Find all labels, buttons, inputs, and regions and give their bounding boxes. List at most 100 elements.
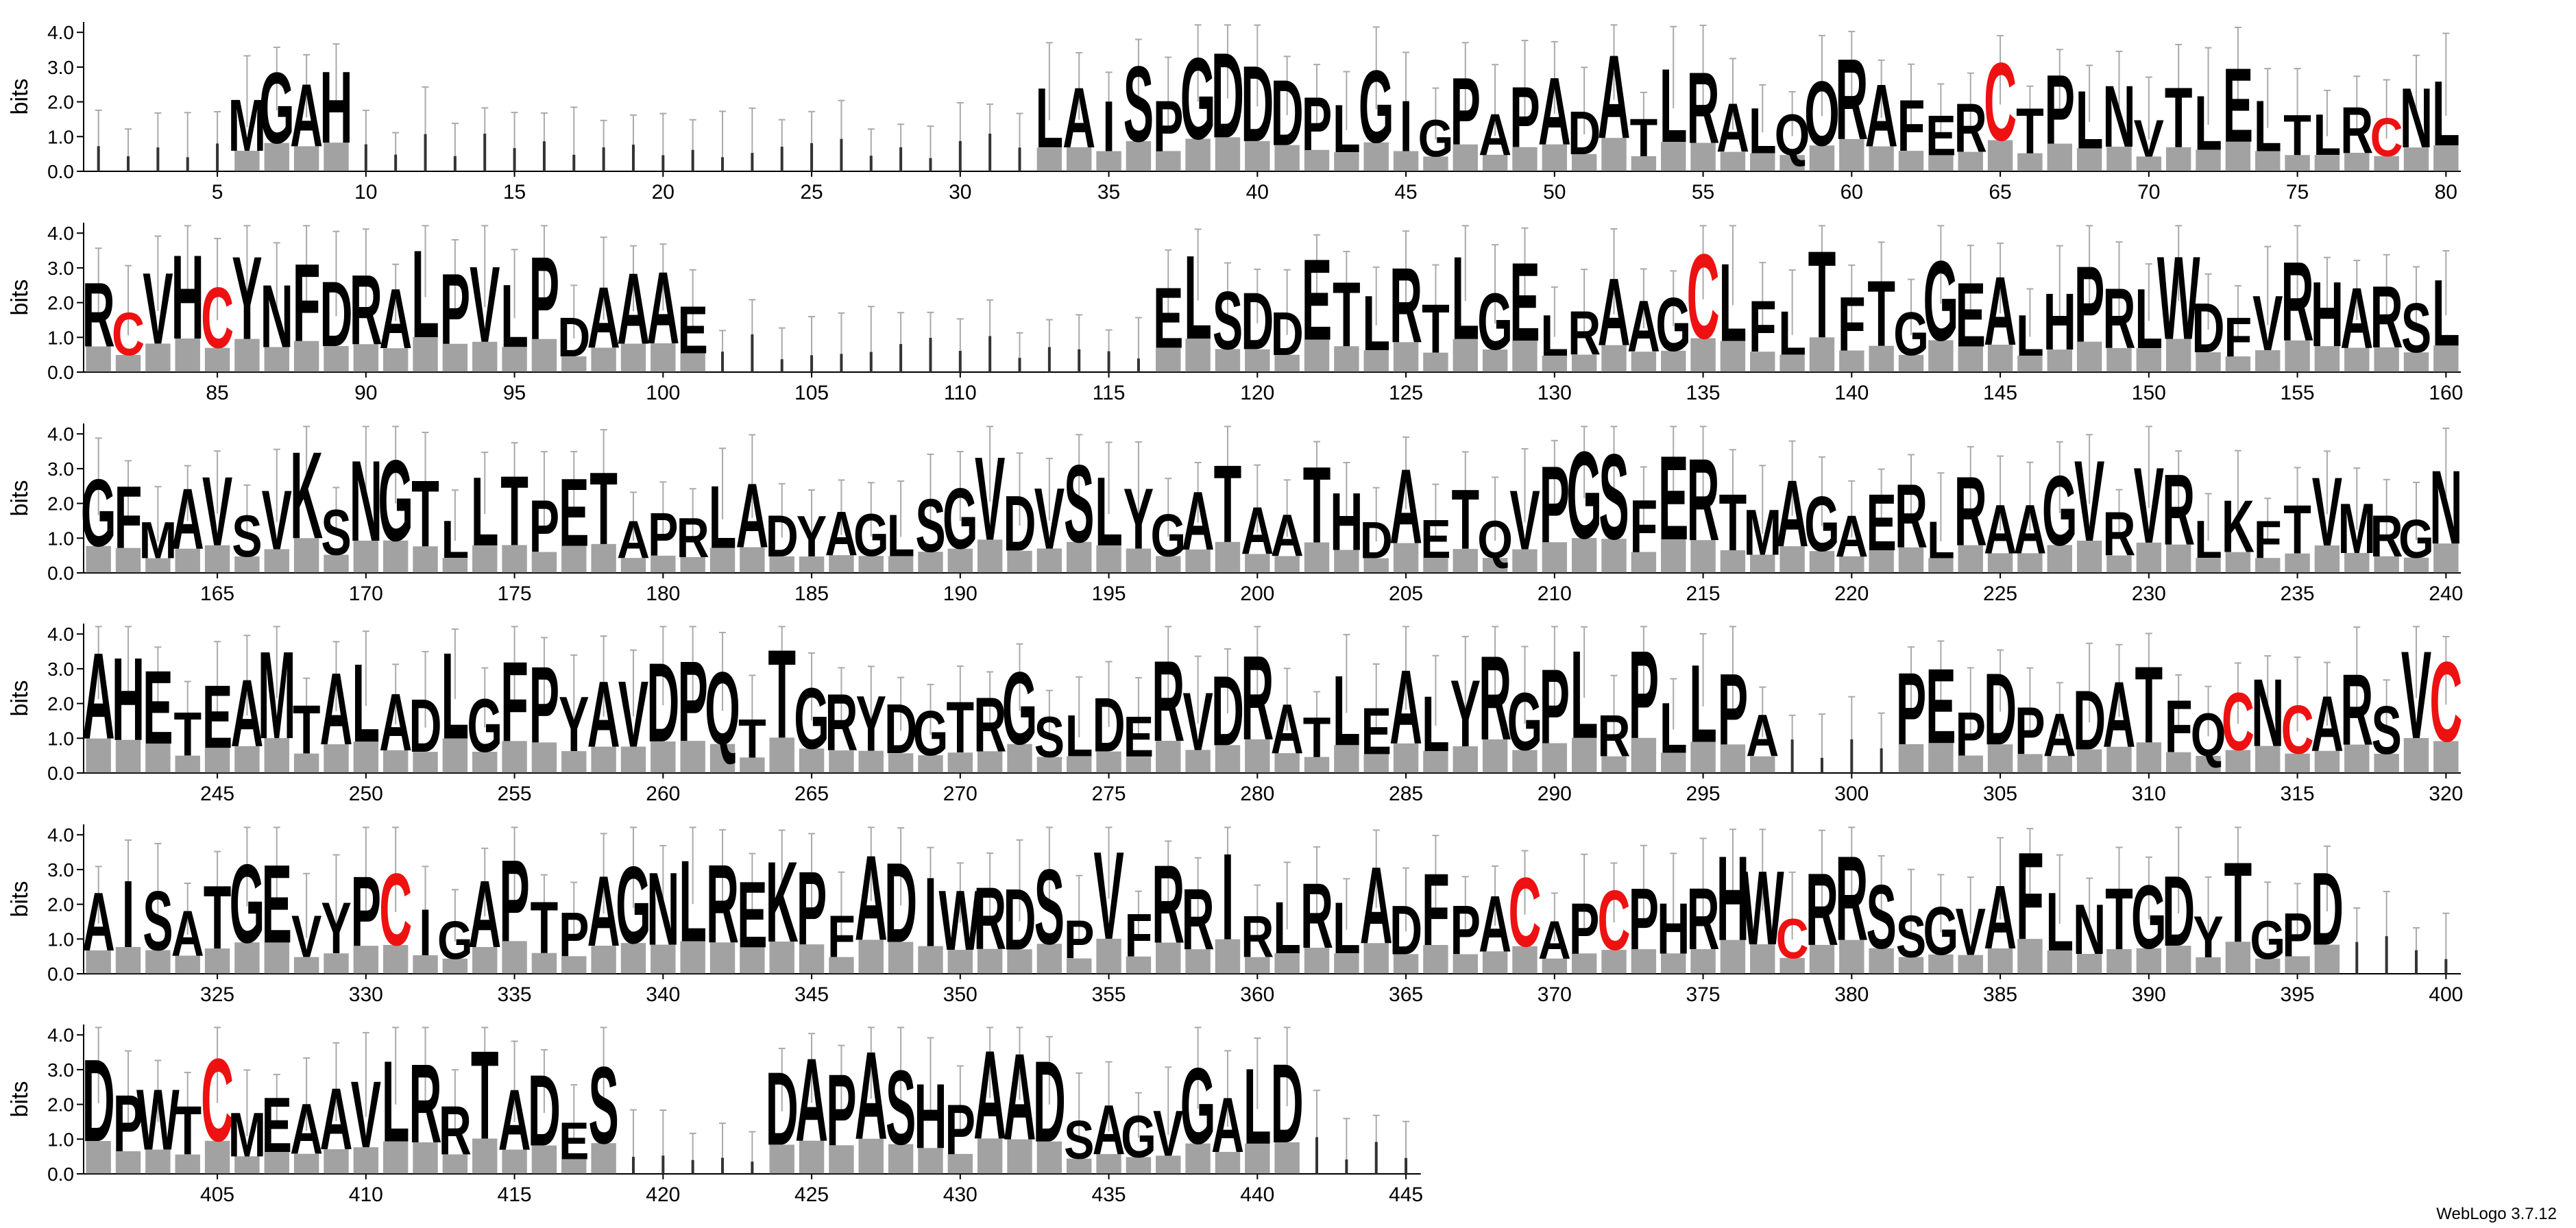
residue-glyph: A bbox=[1984, 256, 2017, 366]
y-tick-label: 1.0 bbox=[47, 528, 74, 549]
x-tick-label: 285 bbox=[1389, 783, 1423, 805]
x-tick-label: 335 bbox=[498, 983, 532, 1006]
minor-residue-stack bbox=[680, 741, 705, 773]
minor-residue-stack bbox=[1393, 954, 1419, 974]
residue-glyph: G bbox=[81, 460, 117, 567]
residue-glyph: L bbox=[1660, 47, 1688, 164]
minor-residue-stack bbox=[1245, 554, 1270, 573]
residue-glyph: H bbox=[1716, 832, 1749, 966]
minor-residue-stack bbox=[264, 143, 289, 171]
x-tick-label: 195 bbox=[1092, 582, 1126, 605]
residue-glyph: L bbox=[1333, 90, 1361, 167]
minor-residue-stack bbox=[2196, 352, 2221, 372]
residue-glyph: S bbox=[2371, 691, 2401, 768]
y-tick-label: 2.0 bbox=[47, 1094, 74, 1116]
y-tick-label: 0.0 bbox=[47, 963, 74, 985]
minor-residue-stack bbox=[858, 940, 884, 974]
low-info-column bbox=[1047, 347, 1051, 372]
minor-residue-stack bbox=[1156, 740, 1181, 773]
x-tick-label: 420 bbox=[646, 1183, 680, 1206]
low-info-column bbox=[840, 138, 843, 171]
residue-glyph: R bbox=[1687, 435, 1720, 565]
minor-residue-stack bbox=[1185, 949, 1211, 974]
residue-glyph: D bbox=[1271, 1040, 1304, 1166]
low-info-column bbox=[1820, 757, 1823, 773]
residue-glyph: T bbox=[1422, 291, 1450, 369]
minor-residue-stack bbox=[1542, 356, 1568, 372]
residue-glyph: V bbox=[1956, 894, 1986, 970]
x-tick-label: 140 bbox=[1834, 382, 1869, 404]
x-tick-label: 275 bbox=[1092, 783, 1126, 805]
minor-residue-stack bbox=[1809, 337, 1835, 372]
residue-glyph: Q bbox=[1775, 103, 1810, 168]
residue-glyph: V bbox=[1509, 473, 1540, 567]
residue-glyph: G bbox=[1180, 34, 1216, 164]
minor-residue-stack bbox=[620, 746, 646, 773]
minor-residue-stack bbox=[561, 751, 587, 773]
x-tick-label: 440 bbox=[1240, 1183, 1274, 1206]
residue-glyph: M bbox=[1744, 497, 1782, 569]
residue-glyph: D bbox=[1984, 652, 2017, 767]
minor-residue-stack bbox=[2374, 754, 2399, 773]
residue-glyph: T bbox=[500, 455, 528, 566]
residue-glyph: G bbox=[230, 842, 265, 966]
residue-glyph: A bbox=[795, 1033, 828, 1166]
minor-residue-stack bbox=[1304, 542, 1330, 573]
minor-residue-stack bbox=[1007, 550, 1032, 573]
residue-glyph: P bbox=[1153, 86, 1183, 167]
minor-residue-stack bbox=[175, 338, 200, 372]
minor-residue-stack bbox=[1393, 743, 1419, 773]
residue-glyph: L bbox=[441, 626, 470, 765]
residue-glyph: L bbox=[1778, 298, 1806, 368]
residue-glyph: F bbox=[2224, 306, 2252, 369]
low-info-column bbox=[1850, 739, 1854, 773]
residue-glyph: E bbox=[1867, 478, 1897, 568]
minor-residue-stack bbox=[2076, 341, 2102, 372]
residue-glyph: A bbox=[617, 253, 650, 366]
minor-residue-stack bbox=[2165, 339, 2191, 372]
residue-glyph: P bbox=[678, 637, 708, 765]
low-info-column bbox=[751, 334, 754, 372]
minor-residue-stack bbox=[1690, 338, 1716, 372]
residue-glyph: D bbox=[1271, 60, 1304, 165]
minor-residue-stack bbox=[1393, 543, 1419, 573]
residue-glyph: E bbox=[2223, 47, 2253, 165]
minor-residue-stack bbox=[1304, 948, 1330, 974]
minor-residue-stack bbox=[1512, 147, 1538, 171]
minor-residue-stack bbox=[1750, 554, 1775, 573]
low-info-column bbox=[1880, 748, 1883, 773]
residue-glyph: A bbox=[82, 874, 115, 968]
minor-residue-stack bbox=[2285, 155, 2310, 171]
residue-glyph: G bbox=[467, 684, 502, 769]
residue-glyph: E bbox=[559, 459, 589, 567]
minor-residue-stack bbox=[2017, 355, 2043, 372]
minor-residue-stack bbox=[709, 942, 736, 974]
residue-glyph: R bbox=[973, 681, 1006, 768]
minor-residue-stack bbox=[829, 555, 854, 573]
residue-glyph: T bbox=[1303, 705, 1331, 769]
minor-residue-stack bbox=[888, 1144, 914, 1174]
minor-residue-stack bbox=[888, 556, 914, 573]
x-tick-label: 225 bbox=[1983, 582, 2017, 605]
minor-residue-stack bbox=[1571, 538, 1597, 573]
minor-residue-stack bbox=[1126, 1157, 1152, 1174]
residue-glyph: A bbox=[1479, 102, 1511, 168]
residue-glyph: A bbox=[1062, 70, 1095, 166]
minor-residue-stack bbox=[413, 752, 438, 773]
low-info-column bbox=[869, 156, 873, 171]
minor-residue-stack bbox=[1482, 558, 1508, 573]
minor-residue-stack bbox=[1304, 339, 1330, 372]
minor-residue-stack bbox=[145, 950, 171, 974]
minor-residue-stack bbox=[531, 1145, 557, 1174]
minor-residue-stack bbox=[1750, 153, 1775, 171]
minor-residue-stack bbox=[472, 751, 498, 773]
minor-residue-stack bbox=[115, 946, 141, 974]
minor-residue-stack bbox=[947, 548, 973, 573]
residue-glyph: D bbox=[1211, 28, 1244, 163]
minor-residue-stack bbox=[1958, 955, 1983, 974]
residue-glyph: L bbox=[2254, 86, 2282, 167]
residue-glyph: L bbox=[411, 225, 439, 365]
low-info-column bbox=[869, 352, 873, 372]
y-tick-label: 1.0 bbox=[47, 728, 74, 749]
residue-glyph: Y bbox=[2193, 905, 2223, 970]
